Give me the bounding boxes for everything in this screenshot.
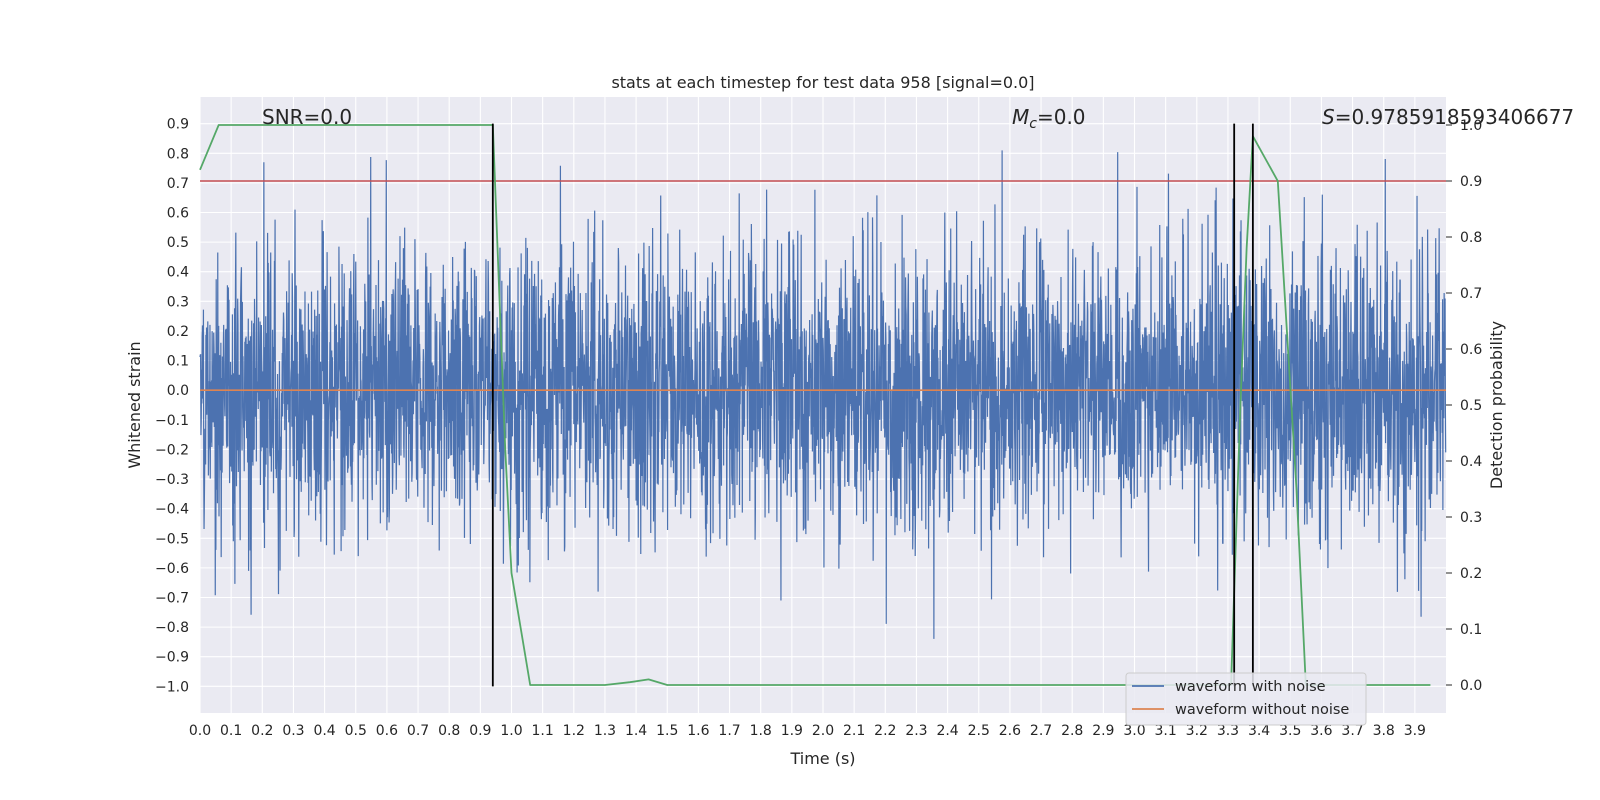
y-tick-labels: 0.9 0.8 0.7 0.6 0.5 0.4 0.3 0.2 0.1 0.0 −0.1 −0.2 −0… (155, 117, 189, 696)
mc-subscript: c (1029, 116, 1037, 132)
y-tick-label: −0.6 (155, 561, 189, 577)
x-tick-label: 2.3 (905, 723, 927, 739)
y-tick-label: −0.5 (155, 531, 189, 547)
y2-tick-label: 0.3 (1460, 510, 1482, 526)
y2-tick-label: 1.0 (1460, 118, 1482, 134)
y-tick-label: 0.3 (167, 294, 189, 310)
y-tick-label: 0.6 (167, 206, 189, 222)
y-tick-label: −0.1 (155, 413, 189, 429)
x-tick-label: 0.5 (345, 723, 367, 739)
x-tick-label: 1.6 (687, 723, 709, 739)
y-tick-label: 0.0 (167, 383, 189, 399)
x-tick-label: 1.0 (500, 723, 522, 739)
y-tick-label: 0.9 (167, 117, 189, 133)
x-tick-label: 0.0 (189, 723, 211, 739)
x-tick-label: 0.8 (438, 723, 460, 739)
x-tick-label: 3.3 (1217, 723, 1239, 739)
line-series (199, 123, 1446, 687)
y2-tick-labels: 1.0 0.9 0.8 0.7 0.6 0.5 0.4 0.3 0.2 0.1 0.0 (1446, 118, 1482, 694)
x-tick-labels: 0.0 0.1 0.2 0.3 0.4 0.5 0.6 0.7 0.8 0.9 1.0 1.1 1.2 1… (189, 723, 1426, 739)
x-tick-label: 0.1 (220, 723, 242, 739)
s-symbol: S (1322, 105, 1335, 129)
x-tick-label: 1.9 (781, 723, 803, 739)
x-tick-label: 1.1 (532, 723, 554, 739)
x-tick-label: 3.9 (1404, 723, 1426, 739)
y-tick-label: −0.7 (155, 591, 189, 607)
x-tick-label: 2.9 (1092, 723, 1114, 739)
chart-title: stats at each timestep for test data 958… (611, 73, 1034, 92)
x-tick-label: 2.4 (936, 723, 958, 739)
y-axis-label: Whitened strain (125, 341, 144, 468)
x-tick-label: 3.2 (1186, 723, 1208, 739)
x-tick-label: 2.2 (874, 723, 896, 739)
y2-tick-label: 0.9 (1460, 174, 1482, 190)
x-tick-label: 2.1 (843, 723, 865, 739)
x-tick-label: 0.9 (469, 723, 491, 739)
x-tick-label: 1.4 (625, 723, 647, 739)
snr-annotation: SNR=0.0 (262, 105, 352, 129)
y2-tick-label: 0.5 (1460, 398, 1482, 414)
mc-symbol: M (1012, 105, 1029, 129)
y-tick-label: 0.7 (167, 176, 189, 192)
y2-tick-label: 0.8 (1460, 230, 1482, 246)
y2-tick-label: 0.2 (1460, 566, 1482, 582)
y2-tick-label: 0.1 (1460, 622, 1482, 638)
y-tick-label: −0.8 (155, 620, 189, 636)
x-tick-label: 0.4 (313, 723, 335, 739)
x-tick-label: 3.4 (1248, 723, 1270, 739)
y2-tick-label: 0.7 (1460, 286, 1482, 302)
x-tick-label: 3.6 (1310, 723, 1332, 739)
y-tick-label: −0.3 (155, 472, 189, 488)
series-waveform-with-noise (199, 150, 1447, 639)
y2-tick-label: 0.0 (1460, 678, 1482, 694)
legend-entry-noise: waveform with noise (1175, 679, 1326, 695)
y-tick-label: 0.5 (167, 235, 189, 251)
x-tick-label: 2.7 (1030, 723, 1052, 739)
y-tick-label: −0.2 (155, 442, 189, 458)
x-tick-label: 3.1 (1155, 723, 1177, 739)
x-tick-label: 2.6 (999, 723, 1021, 739)
mc-annotation: Mc=0.0 (1012, 105, 1086, 132)
x-axis-label: Time (s) (789, 749, 855, 768)
y-tick-label: −0.9 (155, 650, 189, 666)
x-tick-label: 1.3 (594, 723, 616, 739)
y2-axis-label: Detection probability (1487, 321, 1506, 489)
s-value: =0.9785918593406677 (1335, 105, 1574, 129)
x-tick-label: 0.7 (407, 723, 429, 739)
y-tick-label: 0.2 (167, 324, 189, 340)
y-tick-label: −0.4 (155, 502, 189, 518)
x-tick-label: 3.8 (1373, 723, 1395, 739)
x-tick-label: 1.2 (563, 723, 585, 739)
legend: waveform with noise waveform without noi… (1125, 672, 1367, 726)
x-tick-label: 3.5 (1279, 723, 1301, 739)
series-detection-probability (199, 124, 1431, 686)
mc-value: =0.0 (1037, 105, 1086, 129)
noise-series (199, 150, 1447, 639)
x-tick-label: 1.7 (718, 723, 740, 739)
y-tick-label: 0.8 (167, 146, 189, 162)
y-tick-label: −1.0 (155, 679, 189, 695)
x-tick-label: 3.0 (1123, 723, 1145, 739)
y-tick-label: 0.1 (167, 354, 189, 370)
x-tick-label: 1.8 (750, 723, 772, 739)
legend-entry-clean: waveform without noise (1175, 702, 1349, 718)
legend-box (1125, 672, 1367, 726)
x-tick-label: 1.5 (656, 723, 678, 739)
x-tick-label: 3.7 (1341, 723, 1363, 739)
y-tick-label: 0.4 (167, 265, 189, 281)
x-tick-label: 2.5 (968, 723, 990, 739)
y2-tick-label: 0.4 (1460, 454, 1482, 470)
y2-tick-label: 0.6 (1460, 342, 1482, 358)
x-tick-label: 0.3 (282, 723, 304, 739)
x-tick-label: 2.8 (1061, 723, 1083, 739)
s-annotation: S=0.9785918593406677 (1322, 105, 1574, 129)
x-tick-label: 0.2 (251, 723, 273, 739)
x-tick-label: 2.0 (812, 723, 834, 739)
x-tick-label: 0.6 (376, 723, 398, 739)
